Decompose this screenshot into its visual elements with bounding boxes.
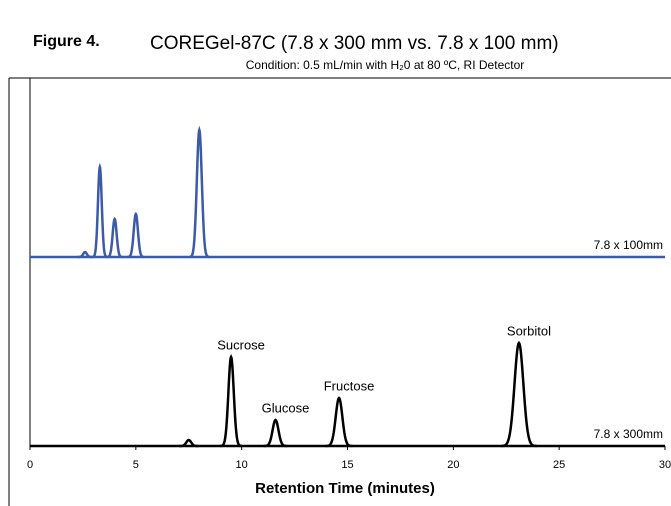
- trace-label: 7.8 x 100mm: [594, 238, 663, 252]
- peak: [77, 250, 93, 259]
- x-tick-label: 25: [553, 459, 565, 471]
- x-tick-label: 0: [27, 459, 33, 471]
- peak-label: Sorbitol: [507, 323, 551, 338]
- peak: [179, 438, 199, 448]
- peak-label: Glucose: [262, 400, 310, 415]
- x-axis-title: Retention Time (minutes): [255, 480, 435, 497]
- peak: [189, 125, 210, 259]
- x-tick-label: 10: [236, 459, 248, 471]
- trace-label: 7.8 x 300mm: [594, 427, 663, 441]
- figure-label: Figure 4.: [33, 33, 100, 50]
- x-tick-label: 15: [341, 459, 353, 471]
- peak-label: Sucrose: [217, 337, 265, 352]
- chart-subtitle: Condition: 0.5 mL/min with H₂0 at 80 ºC,…: [246, 58, 525, 72]
- peak: [263, 418, 288, 448]
- peak: [92, 162, 108, 259]
- peak: [325, 396, 353, 448]
- x-tick-label: 30: [659, 459, 671, 471]
- peak: [501, 340, 537, 448]
- peak: [106, 216, 123, 259]
- peak-label: Fructose: [324, 378, 375, 393]
- chart-title: COREGel-87C (7.8 x 300 mm vs. 7.8 x 100 …: [150, 33, 559, 54]
- x-tick-label: 20: [447, 459, 459, 471]
- peak: [220, 353, 242, 448]
- x-tick-label: 5: [133, 459, 139, 471]
- peak: [127, 211, 145, 259]
